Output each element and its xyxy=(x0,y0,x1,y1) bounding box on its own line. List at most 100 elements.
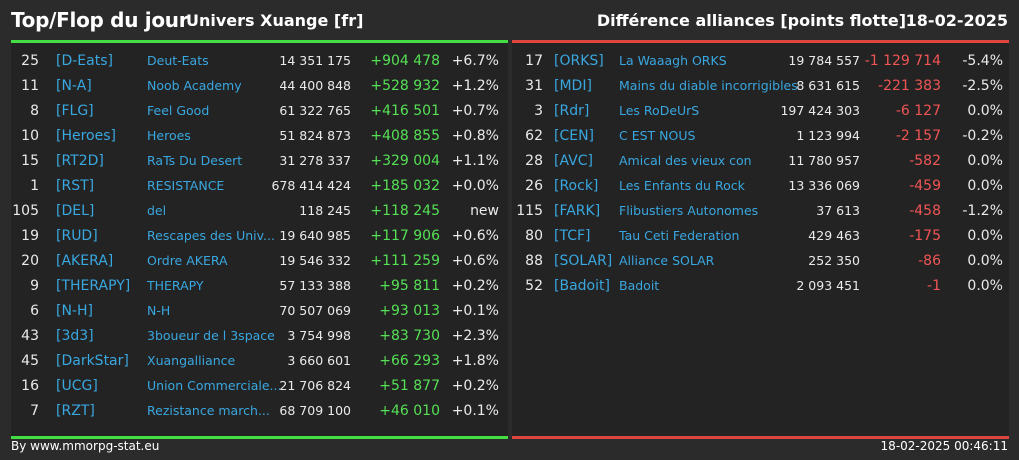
alliance-name-link[interactable]: Union Commerciale... xyxy=(147,378,282,393)
percent-cell: +0.1% xyxy=(451,303,499,319)
rank-cell: 115 xyxy=(516,203,543,219)
alliance-name-link[interactable]: Xuangalliance xyxy=(147,353,236,368)
alliance-name-link[interactable]: Flibustiers Autonomes xyxy=(619,203,759,218)
rank-cell: 16 xyxy=(21,378,39,394)
alliance-name-link[interactable]: C EST NOUS xyxy=(619,128,696,143)
points-cell: 31 278 337 xyxy=(279,153,351,168)
table-row: 43 [3d3] 3boueur de l 3space 3 754 998 +83 7… xyxy=(11,324,508,349)
alliance-name-link[interactable]: RaTs Du Desert xyxy=(147,153,243,168)
alliance-tag-link[interactable]: [TCF] xyxy=(554,228,591,244)
alliance-name-link[interactable]: N-H xyxy=(147,303,171,318)
alliance-tag-link[interactable]: [Rock] xyxy=(554,178,599,194)
percent-cell: +0.6% xyxy=(451,253,499,269)
alliance-name-link[interactable]: Heroes xyxy=(147,128,191,143)
alliance-tag-link[interactable]: [AVC] xyxy=(554,153,593,169)
alliance-name-link[interactable]: Alliance SOLAR xyxy=(619,253,715,268)
diff-cell: -175 xyxy=(909,228,941,244)
alliance-name-link[interactable]: Feel Good xyxy=(147,103,210,118)
table-row: 45 [DarkStar] Xuangalliance 3 660 601 +66 29… xyxy=(11,349,508,374)
points-cell: 197 424 303 xyxy=(780,103,860,118)
diff-cell: +66 293 xyxy=(379,353,440,369)
alliance-name-link[interactable]: Rescapes des Univ... xyxy=(147,228,275,243)
alliance-tag-link[interactable]: [N-A] xyxy=(56,78,92,94)
alliance-tag-link[interactable]: [DarkStar] xyxy=(56,353,129,369)
rank-cell: 1 xyxy=(30,178,39,194)
alliance-tag-link[interactable]: [Heroes] xyxy=(56,128,116,144)
alliance-tag-link[interactable]: [FLG] xyxy=(56,103,94,119)
rank-cell: 62 xyxy=(525,128,543,144)
percent-cell: -0.2% xyxy=(962,128,1003,144)
alliance-name-link[interactable]: Tau Ceti Federation xyxy=(619,228,740,243)
percent-cell: -2.5% xyxy=(962,78,1003,94)
alliance-tag-link[interactable]: [MDI] xyxy=(554,78,592,94)
table-row: 17 [ORKS] La Waaagh ORKS 19 784 557 -1 129 7… xyxy=(512,49,1009,74)
points-cell: 61 322 765 xyxy=(279,103,351,118)
alliance-tag-link[interactable]: [RT2D] xyxy=(56,153,104,169)
table-row: 80 [TCF] Tau Ceti Federation 429 463 -175 0.0… xyxy=(512,224,1009,249)
alliance-name-link[interactable]: Badoit xyxy=(619,278,660,293)
table-row: 25 [D-Eats] Deut-Eats 14 351 175 +904 478 +6.… xyxy=(11,49,508,74)
rank-cell: 26 xyxy=(525,178,543,194)
alliance-name-link[interactable]: Les Enfants du Rock xyxy=(619,178,745,193)
percent-cell: -5.4% xyxy=(962,53,1003,69)
diff-cell: +46 010 xyxy=(379,403,440,419)
points-cell: 11 780 957 xyxy=(788,153,860,168)
alliance-tag-link[interactable]: [DEL] xyxy=(56,203,95,219)
alliance-tag-link[interactable]: [THERAPY] xyxy=(56,278,131,294)
points-cell: 68 709 100 xyxy=(279,403,351,418)
points-cell: 19 640 985 xyxy=(279,228,351,243)
percent-cell: 0.0% xyxy=(967,178,1003,194)
alliance-name-link[interactable]: Amical des vieux con xyxy=(619,153,752,168)
alliance-name-link[interactable]: Mains du diable incorrigibles xyxy=(619,78,798,93)
alliance-tag-link[interactable]: [RST] xyxy=(56,178,95,194)
alliance-name-link[interactable]: del xyxy=(147,203,167,218)
table-row: 8 [FLG] Feel Good 61 322 765 +416 501 +0.7% xyxy=(11,99,508,124)
alliance-name-link[interactable]: Les RoDeUrS xyxy=(619,103,700,118)
rank-cell: 15 xyxy=(21,153,39,169)
alliance-name-link[interactable]: Rezistance march... xyxy=(147,403,270,418)
alliance-tag-link[interactable]: [3d3] xyxy=(56,328,94,344)
diff-cell: +329 004 xyxy=(370,153,440,169)
points-cell: 8 631 615 xyxy=(796,78,860,93)
alliance-tag-link[interactable]: [UCG] xyxy=(56,378,98,394)
alliance-tag-link[interactable]: [FARK] xyxy=(554,203,601,219)
table-row: 62 [CEN] C EST NOUS 1 123 994 -2 157 -0.2% xyxy=(512,124,1009,149)
alliance-name-link[interactable]: Noob Academy xyxy=(147,78,242,93)
table-row: 10 [Heroes] Heroes 51 824 873 +408 855 +0.8% xyxy=(11,124,508,149)
alliance-name-link[interactable]: 3boueur de l 3space xyxy=(147,328,275,343)
alliance-tag-link[interactable]: [AKERA] xyxy=(56,253,114,269)
header-date: 18-02-2025 xyxy=(905,11,1008,30)
points-cell: 51 824 873 xyxy=(279,128,351,143)
percent-cell: 0.0% xyxy=(967,228,1003,244)
table-row: 88 [SOLAR] Alliance SOLAR 252 350 -86 0.0% xyxy=(512,249,1009,274)
diff-cell: -582 xyxy=(909,153,941,169)
alliance-name-link[interactable]: THERAPY xyxy=(147,278,204,293)
alliance-tag-link[interactable]: [Badoit] xyxy=(554,278,610,294)
points-cell: 44 400 848 xyxy=(279,78,351,93)
alliance-tag-link[interactable]: [ORKS] xyxy=(554,53,604,69)
alliance-tag-link[interactable]: [SOLAR] xyxy=(554,253,613,269)
alliance-tag-link[interactable]: [RUD] xyxy=(56,228,98,244)
table-row: 3 [Rdr] Les RoDeUrS 197 424 303 -6 127 0.0% xyxy=(512,99,1009,124)
alliance-name-link[interactable]: RESISTANCE xyxy=(147,178,225,193)
alliance-name-link[interactable]: Deut-Eats xyxy=(147,53,209,68)
alliance-name-link[interactable]: La Waaagh ORKS xyxy=(619,53,727,68)
alliance-tag-link[interactable]: [CEN] xyxy=(554,128,595,144)
points-cell: 429 463 xyxy=(808,228,860,243)
rank-cell: 6 xyxy=(30,303,39,319)
alliance-name-link[interactable]: Ordre AKERA xyxy=(147,253,228,268)
percent-cell: 0.0% xyxy=(967,278,1003,294)
diff-cell: +117 906 xyxy=(370,228,440,244)
percent-cell: +0.6% xyxy=(451,228,499,244)
rank-cell: 43 xyxy=(21,328,39,344)
alliance-tag-link[interactable]: [RZT] xyxy=(56,403,95,419)
alliance-tag-link[interactable]: [N-H] xyxy=(56,303,93,319)
table-row: 19 [RUD] Rescapes des Univ... 19 640 985 +11… xyxy=(11,224,508,249)
percent-cell: +0.0% xyxy=(451,178,499,194)
universe-label: Univers Xuange [fr] xyxy=(186,11,364,30)
diff-cell: +51 877 xyxy=(379,378,440,394)
alliance-tag-link[interactable]: [Rdr] xyxy=(554,103,590,119)
alliance-tag-link[interactable]: [D-Eats] xyxy=(56,53,113,69)
chart-subtitle: Différence alliances [points flotte] xyxy=(596,11,906,30)
table-row: 6 [N-H] N-H 70 507 069 +93 013 +0.1% xyxy=(11,299,508,324)
